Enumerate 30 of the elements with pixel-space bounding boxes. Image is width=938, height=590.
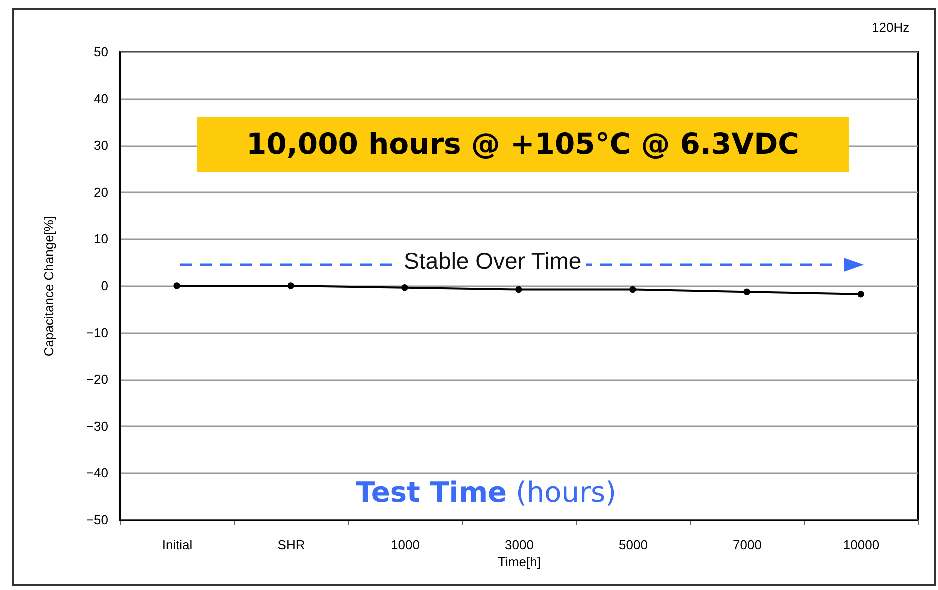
text: 120Hz bbox=[872, 20, 910, 35]
y-tick-label: 30 bbox=[94, 138, 108, 154]
y-tick-label: 40 bbox=[94, 91, 108, 106]
point bbox=[516, 286, 522, 294]
point bbox=[288, 282, 294, 290]
y-tick-label: 20 bbox=[94, 184, 108, 200]
x-axis-title: Time[h] bbox=[498, 554, 541, 570]
y-tick-label: −40 bbox=[86, 466, 108, 481]
x-tick-label: 10000 bbox=[843, 538, 880, 552]
y-tick-label: 50 bbox=[94, 44, 108, 60]
x-tick-label: 1000 bbox=[391, 538, 420, 552]
point bbox=[402, 284, 408, 292]
annotation: Stable Over Time bbox=[400, 248, 586, 275]
point bbox=[174, 282, 180, 290]
x-tick-label: 5000 bbox=[619, 538, 648, 552]
y-tick-label: −10 bbox=[86, 325, 108, 340]
point bbox=[630, 286, 636, 294]
x-tick-label: 3000 bbox=[505, 538, 534, 552]
point bbox=[858, 291, 864, 298]
x-tick-label: Initial bbox=[162, 538, 193, 552]
y-tick-label: 0 bbox=[101, 278, 108, 294]
x-tick-label: SHR bbox=[278, 538, 306, 552]
x-tick-label: 7000 bbox=[733, 538, 762, 552]
y-tick-label: −20 bbox=[86, 372, 108, 388]
y-tick-label: 10 bbox=[94, 232, 108, 247]
y-axis-title: Capacitance Change[%] bbox=[41, 216, 56, 357]
annotation: Test Time (hours) bbox=[356, 476, 617, 509]
y-tick-label: −30 bbox=[86, 418, 108, 434]
y-tick-label: −50 bbox=[86, 512, 108, 528]
point bbox=[744, 288, 750, 296]
